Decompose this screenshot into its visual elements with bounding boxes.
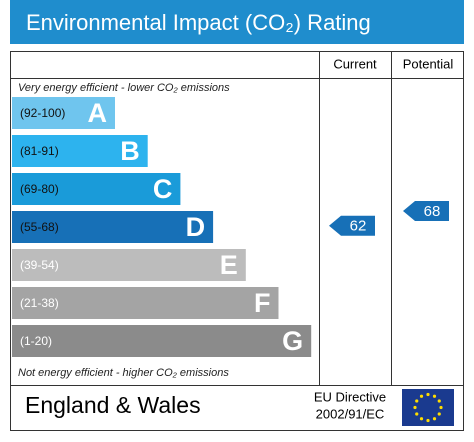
rating-arrow xyxy=(403,201,449,221)
star xyxy=(426,418,430,423)
star xyxy=(413,405,417,410)
band-bar xyxy=(12,287,279,319)
star xyxy=(419,417,424,421)
band-bar xyxy=(12,173,181,205)
directive: 2002/91/EC xyxy=(316,406,385,421)
column-header: Current xyxy=(333,56,377,71)
star xyxy=(439,405,443,410)
band-letter: A xyxy=(88,98,108,128)
band-range: (92-100) xyxy=(20,106,65,120)
band-letter: F xyxy=(254,288,271,318)
band-letter: E xyxy=(220,250,238,280)
band-range: (55-68) xyxy=(20,220,59,234)
star xyxy=(426,392,430,397)
footer-frame xyxy=(10,385,464,431)
band-range: (1-20) xyxy=(20,334,52,348)
band-range: (21-38) xyxy=(20,296,59,310)
band-range: (81-91) xyxy=(20,144,59,158)
band-range: (69-80) xyxy=(20,182,59,196)
star xyxy=(432,394,437,398)
star xyxy=(437,412,441,416)
band-letter: B xyxy=(120,136,140,166)
band-letter: D xyxy=(186,212,206,242)
star xyxy=(415,412,419,416)
column-header: Potential xyxy=(403,56,454,71)
band-bar xyxy=(12,211,214,243)
band-bar xyxy=(12,135,148,167)
directive: EU Directive xyxy=(314,389,386,404)
region: England & Wales xyxy=(25,392,201,418)
star xyxy=(432,417,437,421)
rating-arrow xyxy=(329,215,375,236)
rating-value: 68 xyxy=(424,203,441,220)
band-letter: G xyxy=(282,326,303,356)
band-letter: C xyxy=(153,174,173,204)
star xyxy=(415,399,419,403)
title-bar xyxy=(10,0,464,44)
band-bar xyxy=(12,249,246,281)
star xyxy=(437,399,441,403)
star xyxy=(419,394,424,398)
band-bar xyxy=(12,325,312,357)
top-note: Very energy efficient - lower CO₂ emissi… xyxy=(18,82,230,94)
rating-value: 62 xyxy=(350,218,367,235)
eu-stars xyxy=(413,392,443,423)
title: Environmental Impact (CO₂) Rating xyxy=(26,10,371,35)
band-bar xyxy=(12,97,115,129)
bottom-note: Not energy efficient - higher CO₂ emissi… xyxy=(18,367,229,379)
band-range: (39-54) xyxy=(20,258,59,272)
